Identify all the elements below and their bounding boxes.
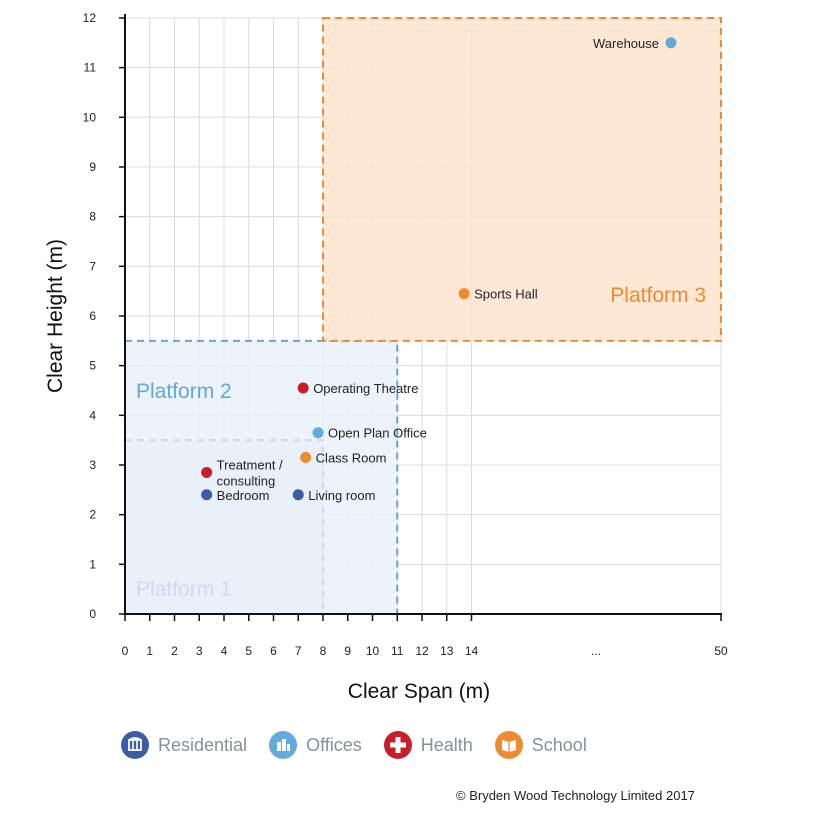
x-tick-label: 13 — [440, 644, 454, 658]
point-marker — [201, 466, 213, 478]
x-tick-label: ... — [591, 644, 601, 658]
y-tick-label: 9 — [89, 160, 96, 174]
platform-3: Platform 3 — [322, 16, 722, 342]
y-tick-label: 0 — [89, 607, 96, 621]
x-tick-label: 6 — [270, 644, 277, 658]
platform-2: Platform 2 — [124, 339, 399, 615]
x-tick-label: 5 — [245, 644, 252, 658]
point-label: Operating Theatre — [313, 381, 418, 396]
point-treatment-consulting: Treatment / consulting — [201, 457, 283, 488]
x-tick-label: 0 — [122, 644, 129, 658]
y-tick-label: 7 — [89, 259, 96, 273]
point-label: Living room — [308, 488, 375, 503]
x-tick-label: 10 — [366, 644, 380, 658]
y-tick-label: 2 — [89, 508, 96, 522]
y-axis-title: Clear Height (m) — [44, 239, 67, 393]
point-marker — [297, 382, 309, 394]
legend-label: School — [531, 734, 587, 755]
platform-3-label: Platform 3 — [610, 284, 706, 307]
point-open-plan-office: Open Plan Office — [312, 426, 427, 441]
legend-label: Offices — [306, 734, 362, 755]
x-tick-label: 9 — [344, 644, 351, 658]
x-axis-title: Clear Span (m) — [348, 680, 490, 703]
x-tick-label: 11 — [391, 644, 404, 658]
point-label: Treatment / consulting — [217, 457, 283, 488]
x-tick-labels: 0 1 2 3 4 5 6 7 8 9 10 11 12 13 14... 50 — [122, 644, 728, 658]
y-tick-label: 4 — [89, 408, 96, 422]
legend-label: Residential — [158, 734, 248, 755]
y-tick-label: 10 — [83, 110, 97, 124]
y-tick-label: 8 — [89, 210, 96, 224]
residential-icon — [121, 731, 149, 759]
legend-item-health: Health — [383, 731, 473, 759]
x-tick-label: 3 — [196, 644, 203, 658]
point-label: Bedroom — [217, 488, 270, 503]
school-book-icon — [494, 731, 523, 759]
health-cross-icon — [383, 731, 412, 759]
copyright-notice: © Bryden Wood Technology Limited 2017 — [456, 788, 695, 803]
point-label: Open Plan Office — [328, 426, 427, 441]
y-tick-label: 6 — [89, 309, 96, 323]
x-tick-label: 7 — [295, 644, 302, 658]
point-label: Class Room — [316, 451, 387, 466]
x-tick-label: 1 — [146, 644, 153, 658]
x-tick-label: 50 — [714, 644, 728, 658]
point-marker — [312, 427, 324, 439]
point-living-room: Living room — [292, 488, 375, 503]
point-label: Warehouse — [593, 36, 659, 51]
platform-2-region — [124, 339, 399, 615]
point-marker — [458, 288, 470, 300]
x-tick-label: 2 — [171, 644, 178, 658]
y-tick-label: 1 — [89, 557, 96, 571]
point-marker — [292, 489, 304, 501]
offices-icon — [269, 731, 298, 759]
point-label: Sports Hall — [474, 287, 538, 302]
x-tick-label: 12 — [415, 644, 429, 658]
point-marker — [665, 37, 677, 49]
y-tick-label: 12 — [83, 11, 97, 25]
legend: Residential Offices Health School — [121, 731, 609, 759]
point-operating-theatre: Operating Theatre — [297, 381, 418, 396]
point-marker — [300, 452, 312, 464]
platform-3-region — [322, 16, 722, 342]
x-tick-label: 8 — [320, 644, 327, 658]
y-tick-label: 11 — [84, 61, 97, 75]
point-sports-hall: Sports Hall — [458, 287, 538, 302]
x-tick-label: 4 — [221, 644, 228, 658]
platform-2-label: Platform 2 — [136, 380, 232, 403]
point-class-room: Class Room — [300, 451, 386, 466]
data-points: Bedroom Living room Open Plan Office Wareho… — [201, 36, 677, 503]
legend-item-offices: Offices — [269, 731, 362, 759]
point-warehouse: Warehouse — [593, 36, 677, 51]
legend-label: Health — [420, 734, 473, 755]
point-marker — [201, 489, 213, 501]
y-tick-label: 3 — [89, 458, 96, 472]
axes — [119, 14, 722, 621]
legend-item-school: School — [494, 731, 587, 759]
y-tick-label: 5 — [89, 359, 96, 373]
legend-item-residential: Residential — [121, 731, 247, 759]
x-tick-label: 14 — [465, 644, 479, 658]
point-bedroom: Bedroom — [201, 488, 269, 503]
